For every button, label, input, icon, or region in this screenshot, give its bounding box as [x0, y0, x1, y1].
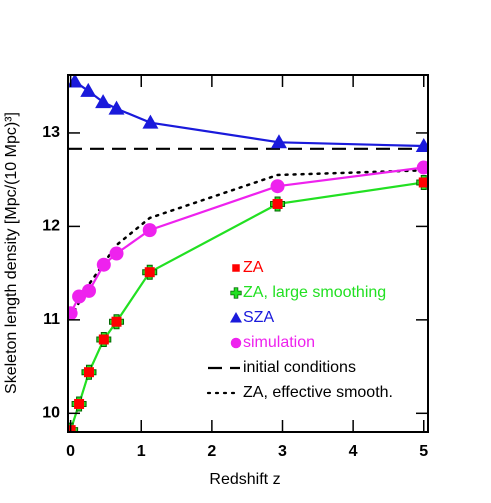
- legend-label: ZA: [243, 259, 264, 276]
- point: [232, 264, 240, 272]
- point: [74, 398, 85, 409]
- point: [96, 257, 111, 272]
- point: [144, 267, 155, 278]
- y-tick-label: 12: [42, 218, 60, 235]
- point: [418, 177, 428, 188]
- legend-label: ZA, large smoothing: [243, 284, 386, 301]
- x-tick-label: 4: [349, 443, 358, 460]
- x-tick-label: 3: [278, 443, 287, 460]
- point: [83, 367, 94, 378]
- point: [230, 337, 242, 349]
- point: [230, 312, 242, 323]
- point: [81, 283, 96, 298]
- x-tick-label: 2: [207, 443, 216, 460]
- x-axis-label: Redshift z: [209, 471, 280, 488]
- point: [142, 114, 159, 129]
- point: [270, 134, 287, 149]
- point: [142, 223, 157, 238]
- point: [230, 287, 242, 299]
- x-tick-label: 5: [419, 443, 428, 460]
- point: [415, 138, 428, 153]
- y-tick-label: 13: [42, 124, 60, 141]
- point: [108, 100, 125, 115]
- point: [416, 160, 428, 175]
- point: [272, 198, 283, 209]
- plot-frame: [67, 74, 429, 433]
- legend-label: initial conditions: [243, 359, 356, 376]
- legend-label: SZA: [243, 309, 274, 326]
- y-tick-label: 11: [43, 311, 60, 328]
- series-line: [74, 80, 424, 148]
- legend-label: simulation: [243, 334, 315, 351]
- point: [68, 306, 78, 321]
- point: [68, 425, 76, 432]
- y-axis-label: Skeleton length density [Mpc/(10 Mpc)³]: [3, 112, 20, 394]
- point: [270, 179, 285, 194]
- point: [68, 75, 83, 88]
- y-tick-label: 10: [42, 405, 60, 422]
- point: [109, 246, 124, 261]
- point: [80, 82, 97, 97]
- x-tick-label: 0: [66, 443, 75, 460]
- point: [111, 316, 122, 327]
- x-tick-label: 1: [137, 443, 146, 460]
- legend-label: ZA, effective smooth.: [243, 384, 393, 401]
- plot-area: [68, 75, 428, 432]
- point: [95, 94, 112, 109]
- point: [98, 334, 109, 345]
